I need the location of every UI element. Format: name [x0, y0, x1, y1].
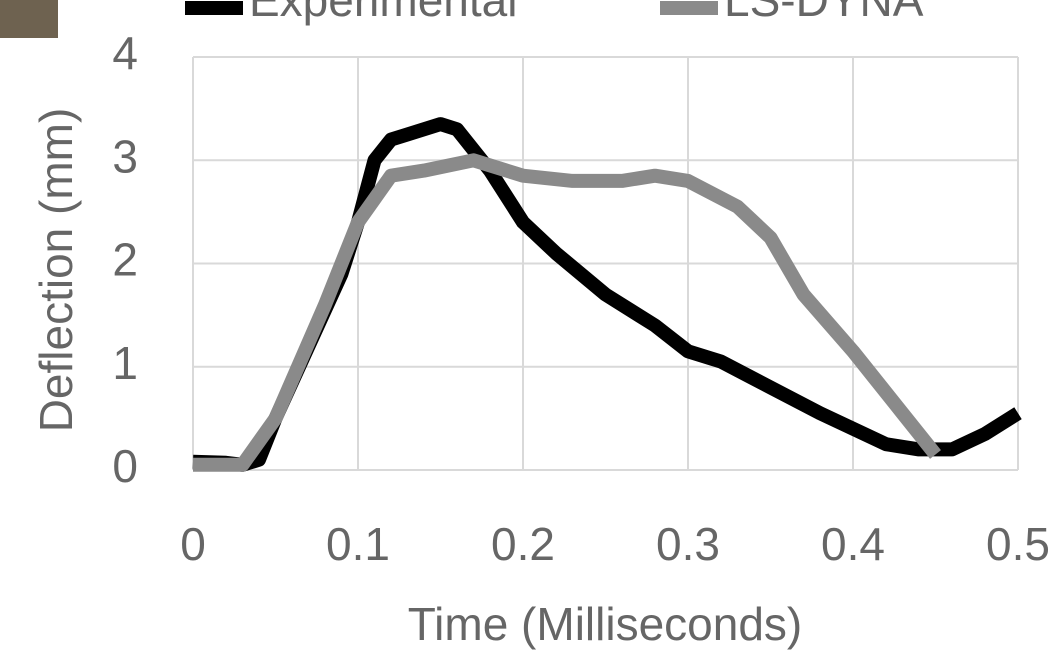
legend-label: LS-DYNA — [724, 0, 924, 26]
x-tick-label: 0.5 — [986, 518, 1050, 570]
data-line — [193, 153, 941, 472]
y-tick-label: 0 — [112, 440, 138, 492]
x-axis-title: Time (Milliseconds) — [408, 598, 802, 650]
photo-fragment — [0, 0, 58, 38]
x-tick-label: 0.3 — [656, 518, 720, 570]
x-tick-label: 0.2 — [491, 518, 555, 570]
legend-label: Experimental — [249, 0, 517, 26]
y-axis-title: Deflection (mm) — [30, 108, 82, 433]
y-tick-label: 3 — [112, 130, 138, 182]
y-tick-label: 2 — [112, 234, 138, 286]
x-tick-label: 0.4 — [821, 518, 885, 570]
x-tick-label: 0.1 — [326, 518, 390, 570]
x-tick-label: 0 — [180, 518, 206, 570]
y-tick-label: 1 — [112, 337, 138, 389]
y-tick-label: 4 — [112, 27, 138, 79]
